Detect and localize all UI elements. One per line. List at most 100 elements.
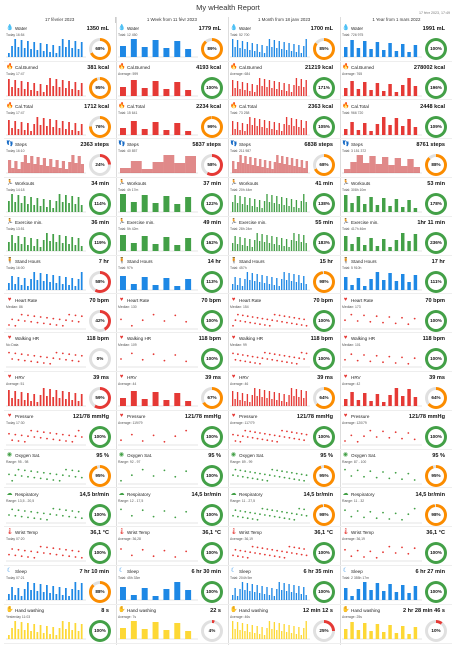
metric-cell[interactable]: ◉ Oxygen Sat. 95 % Range: 92 - 97 100% [116, 451, 226, 488]
chart-bar [39, 124, 42, 135]
progress-gauge: 76% [89, 115, 111, 138]
metric-cell[interactable]: 👣 Steps 2363 steps Today 16:10 24% [4, 140, 114, 177]
metric-cell[interactable]: 🔥 Cal.Burned 381 kcal Today 17:47 95% [4, 63, 114, 100]
chart-bar [74, 81, 77, 96]
metric-cell[interactable]: ☾ Sleep 6 hr 30 min Total: 45h 33m 100% [116, 567, 226, 604]
chart-bar [68, 596, 70, 601]
chart-bar [303, 587, 305, 601]
metric-cell[interactable]: 🔥 Cal.Total 2234 kcal Total: 15 641 99% [116, 102, 226, 139]
metric-value: 36,1 °C [202, 530, 221, 537]
chart-point [11, 508, 14, 510]
metric-cell[interactable]: 🏃 Exercise min. 1hr 11 min Total: 417h 46m 2… [340, 218, 450, 255]
chart-point [14, 474, 17, 476]
metric-cell[interactable]: 💧 Water 1779 mL Total: 12 450 89% [116, 24, 226, 61]
chart-bar [285, 402, 288, 407]
metric-cell[interactable]: 🔥 Cal.Burned 278002 kcal Average: 765 196% [340, 63, 450, 100]
metric-cell[interactable]: ♥ Pressure 121/78 mmHg Average: 120/79 100% [340, 412, 450, 449]
metric-cell[interactable]: 🔥 Cal.Burned 4193 kcal Average: 599 100% [116, 63, 226, 100]
chart-bar [273, 392, 276, 407]
gauge-percent: 59% [92, 390, 108, 407]
metric-cell[interactable]: 🏃 Workouts 37 min Total: 4h 17m 122% [116, 179, 226, 216]
metric-cell[interactable]: ♥ HRV 39 ms Average: 44 67% [116, 373, 226, 410]
metric-cell[interactable]: ☾ Sleep 6 hr 27 min Total: 2 355h 17m 100% [340, 567, 450, 604]
lungs-icon: ☁ [230, 490, 237, 497]
metric-cell[interactable]: 💧 Water 1350 mL Today 16:54 68% [4, 24, 114, 61]
metric-cell[interactable]: ♥ Pressure 121/78 mmHg Average: 119/79 100% [116, 412, 226, 449]
metric-cell[interactable]: ✋ Hand washing 12 min 12 s Average: 46s 25% [228, 606, 338, 643]
metric-cell[interactable]: 🔥 Cal.Total 1712 kcal Today 17:47 76% [4, 102, 114, 139]
chart-bar [174, 81, 181, 96]
chart-point [237, 434, 239, 437]
chart-bar [33, 246, 36, 251]
metric-cell[interactable]: ☾ Sleep 6 hr 35 min Total: 204h 5m 100% [228, 567, 338, 604]
gauge-percent: 95% [92, 467, 108, 484]
metric-cell[interactable]: ✋ Hand washing 8 s Yesterday 11:03 100% [4, 606, 114, 643]
metric-cell[interactable]: ♥ HRV 39 ms Average: 46 64% [228, 373, 338, 410]
metric-cell[interactable]: ♥ Heart Rate 70 bpm Median: 173 100% [340, 296, 450, 333]
metric-cell[interactable]: 💧 Water 1991 mL Total: 726 975 100% [340, 24, 450, 61]
chart-bar [71, 129, 74, 135]
metric-cell[interactable]: 🏃 Workouts 41 min Total: 20h 44m 138% [228, 179, 338, 216]
chart-point [14, 324, 17, 327]
metric-cell[interactable]: 🌡 Wrist Temp 36,1 °C Average: 36,28 100% [116, 528, 226, 565]
metric-chart [230, 77, 310, 96]
metric-cell[interactable]: 🏃 Exercise min. 55 min Total: 28h 24m 183% [228, 218, 338, 255]
metric-cell[interactable]: ♥ HRV 39 ms Average: 42 64% [340, 373, 450, 410]
metric-cell[interactable]: ☁ Respiratory 14,5 br/min Range: 11 - 32 98% [340, 490, 450, 527]
metric-cell[interactable]: 🔥 Cal.Total 2363 kcal Total: 73 258 105% [228, 102, 338, 139]
metric-cell[interactable]: ☾ Sleep 7 hr 10 min Today 07:21 88% [4, 567, 114, 604]
metric-cell[interactable]: 🧍 Stand Hours 7 hr Today 16:00 58% [4, 257, 114, 294]
metric-cell[interactable]: 🏃 Exercise min. 36 min Today 13:51 119% [4, 218, 114, 255]
chart-point [77, 470, 80, 472]
metric-cell[interactable]: ✋ Hand washing 2 hr 28 min 46 s Average: 25… [340, 606, 450, 643]
chart-bar [298, 45, 300, 57]
chart-bar [61, 595, 64, 601]
metric-cell[interactable]: ♥ Walking HR 118 bpm Median: 99 100% [228, 334, 338, 371]
metric-cell[interactable]: ☁ Respiratory 14,5 br/min Range: 12 - 17,5 1… [116, 490, 226, 527]
chart-bar [266, 46, 268, 57]
metric-cell[interactable]: 🧍 Stand Hours 17 hr Total: 5 910h 111% [340, 257, 450, 294]
metric-name: Water [127, 26, 140, 31]
chart-bar [350, 40, 354, 57]
metric-cell[interactable]: 🧍 Stand Hours 14 hr Total: 97h 113% [116, 257, 226, 294]
chart-bar [375, 246, 380, 251]
metric-cell[interactable]: 👣 Steps 5837 steps Total: 40 857 58% [116, 140, 226, 177]
chart-bar [273, 284, 276, 290]
metric-cell[interactable]: ♥ Walking HR 118 bpm Median: 109 100% [116, 334, 226, 371]
metric-cell[interactable]: ♥ Pressure 121/78 mmHg Today 17:30 100% [4, 412, 114, 449]
metric-cell[interactable]: ♥ Heart Rate 70 bpm Median: 154 100% [228, 296, 338, 333]
metric-cell[interactable]: ◉ Oxygen Sat. 95 % Range: 95 - 98 95% [4, 451, 114, 488]
metric-cell[interactable]: 🌡 Wrist Temp 36,1 °C Average: 36,19 100% [340, 528, 450, 565]
metric-cell[interactable]: 💧 Water 1700 mL Total: 52 700 85% [228, 24, 338, 61]
metric-cell[interactable]: ♥ HRV 39 ms Average: 51 59% [4, 373, 114, 410]
metric-cell[interactable]: 👣 Steps 8761 steps Total: 3 151 372 88% [340, 140, 450, 177]
metric-name: Wrist Temp [15, 530, 38, 536]
metric-cell[interactable]: ☁ Respiratory 14,5 br/min Range: 11 - 27,5 9… [228, 490, 338, 527]
metric-cell[interactable]: ☁ Respiratory 14,5 br/min Range: 13,5 - 20,… [4, 490, 114, 527]
metric-cell[interactable]: ♥ Pressure 121/78 mmHg Average: 117/79 100% [228, 412, 338, 449]
chart-bar [52, 126, 55, 135]
metric-cell[interactable]: 🌡 Wrist Temp 36,1 °C Today 07:20 100% [4, 528, 114, 565]
chart-bar [382, 632, 386, 639]
standing-icon: 🧍 [118, 257, 126, 264]
metric-cell[interactable]: 🌡 Wrist Temp 36,1 °C Average: 36,19 100% [228, 528, 338, 565]
metric-cell[interactable]: ♥ Heart Rate 70 bpm Median: 130 100% [116, 296, 226, 333]
metric-cell[interactable]: 🏃 Workouts 34 min Today 14:18 114% [4, 179, 114, 216]
metric-cell[interactable]: 🧍 Stand Hours 15 hr Total: 457h 98% [228, 257, 338, 294]
metric-name: Stand Hours [351, 258, 377, 264]
chart-point [55, 432, 58, 435]
metric-cell[interactable]: ♥ Walking HR 118 bpm No Data 0% [4, 334, 114, 371]
metric-cell[interactable]: 👣 Steps 6838 steps Total: 211 987 68% [228, 140, 338, 177]
metric-value: 39 ms [93, 375, 109, 382]
metric-cell[interactable]: ♥ Heart Rate 70 bpm Median: 86 42% [4, 296, 114, 333]
metric-cell[interactable]: 🔥 Cal.Total 2448 kcal Total: 966 720 109% [340, 102, 450, 139]
chart-point [120, 358, 122, 361]
metric-cell[interactable]: ✋ Hand washing 22 s Average: 7s 4% [116, 606, 226, 643]
metric-cell[interactable]: ◉ Oxygen Sat. 95 % Range: 87 - 100 95% [340, 451, 450, 488]
metric-cell[interactable]: 🏃 Workouts 53 min Total: 308h 10m 178% [340, 179, 450, 216]
metric-cell[interactable]: ◉ Oxygen Sat. 95 % Range: 89 - 99 95% [228, 451, 338, 488]
metric-cell[interactable]: 🏃 Exercise min. 49 min Total: 5h 42m 162% [116, 218, 226, 255]
metric-cell[interactable]: 🔥 Cal.Burned 21219 kcal Average: 684 171% [228, 63, 338, 100]
metric-cell[interactable]: ♥ Walking HR 118 bpm Median: 101 100% [340, 334, 450, 371]
chart-area-segment [58, 168, 62, 174]
